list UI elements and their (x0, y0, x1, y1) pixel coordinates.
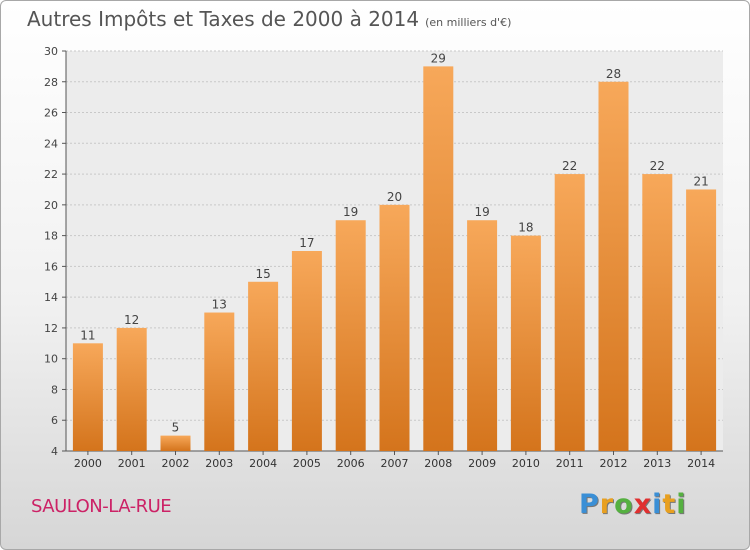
bar-2013 (642, 174, 673, 452)
y-tick-label: 30 (44, 45, 58, 58)
x-tick-label-2004: 2004 (249, 457, 277, 470)
y-tick-label: 20 (44, 199, 58, 212)
x-tick-label-2003: 2003 (205, 457, 233, 470)
data-label-2010: 18 (518, 221, 533, 235)
data-label-2012: 28 (606, 67, 621, 81)
y-tick-label: 22 (44, 168, 58, 181)
logo-letter: r (599, 489, 615, 520)
y-tick-label: 24 (44, 137, 58, 150)
data-label-2003: 13 (212, 298, 227, 312)
bar-2007 (379, 204, 410, 451)
data-label-2013: 22 (650, 159, 665, 173)
logo-letter: P (579, 489, 600, 520)
x-tick-label-2008: 2008 (424, 457, 452, 470)
data-label-2008: 29 (431, 51, 446, 65)
data-label-2014: 21 (693, 174, 708, 188)
bar-2004 (248, 281, 279, 451)
commune-name: SAULON-LA-RUE (31, 496, 172, 517)
x-tick-label-2002: 2002 (162, 457, 190, 470)
bar-2000 (72, 343, 103, 451)
logo-letter: o (614, 489, 634, 520)
bars (72, 66, 717, 452)
x-tick-label-2005: 2005 (293, 457, 321, 470)
bar-2011 (554, 174, 585, 452)
data-label-2005: 17 (299, 236, 314, 250)
bar-2005 (291, 251, 322, 451)
y-tick-label: 26 (44, 107, 58, 120)
proxiti-logo: Proxiti (579, 489, 687, 520)
logo-letter: x (633, 489, 653, 520)
y-tick-label: 14 (44, 291, 58, 304)
bar-2001 (116, 327, 147, 451)
x-tick-label-2011: 2011 (556, 457, 584, 470)
y-tick-label: 12 (44, 322, 58, 335)
y-tick-label: 18 (44, 230, 58, 243)
logo-letter: i (652, 489, 663, 520)
bar-2009 (467, 220, 498, 451)
data-label-2009: 19 (474, 205, 489, 219)
bar-2006 (335, 220, 366, 451)
x-tick-label-2007: 2007 (381, 457, 409, 470)
bar-2014 (686, 189, 717, 451)
bar-2002 (160, 435, 191, 451)
x-tick-label-2001: 2001 (118, 457, 146, 470)
logo-letter: t (662, 489, 677, 520)
y-tick-label: 4 (51, 445, 58, 458)
data-label-2004: 15 (255, 267, 270, 281)
bar-2010 (510, 235, 541, 451)
chart-subtitle: (en milliers d'€) (425, 16, 512, 29)
y-tick-label: 6 (51, 414, 58, 427)
y-tick-label: 10 (44, 353, 58, 366)
x-tick-label-2010: 2010 (512, 457, 540, 470)
x-tick-label-2000: 2000 (74, 457, 102, 470)
x-tick-label-2013: 2013 (643, 457, 671, 470)
x-tick-label-2012: 2012 (600, 457, 628, 470)
data-label-2000: 11 (80, 328, 95, 342)
x-tick-label-2006: 2006 (337, 457, 365, 470)
data-label-2002: 5 (172, 421, 180, 435)
logo-letter: i (676, 489, 687, 520)
bar-2012 (598, 81, 629, 452)
bar-2003 (204, 312, 235, 451)
chart-title: Autres Impôts et Taxes de 2000 à 2014 (en… (27, 7, 511, 31)
data-label-2006: 19 (343, 205, 358, 219)
data-label-2007: 20 (387, 190, 402, 204)
x-tick-label-2009: 2009 (468, 457, 496, 470)
bar-2008 (423, 66, 454, 451)
data-label-2011: 22 (562, 159, 577, 173)
labels: 4 6 8 10 12 14 16 18 20 22 24 26 28 30 11 2000 12 2001 5 20… (44, 45, 715, 470)
data-label-2001: 12 (124, 313, 139, 327)
y-tick-label: 28 (44, 76, 58, 89)
x-tick-label-2014: 2014 (687, 457, 715, 470)
chart-title-text: Autres Impôts et Taxes de 2000 à 2014 (27, 7, 420, 31)
y-tick-label: 8 (51, 383, 58, 396)
y-tick-label: 16 (44, 260, 58, 273)
